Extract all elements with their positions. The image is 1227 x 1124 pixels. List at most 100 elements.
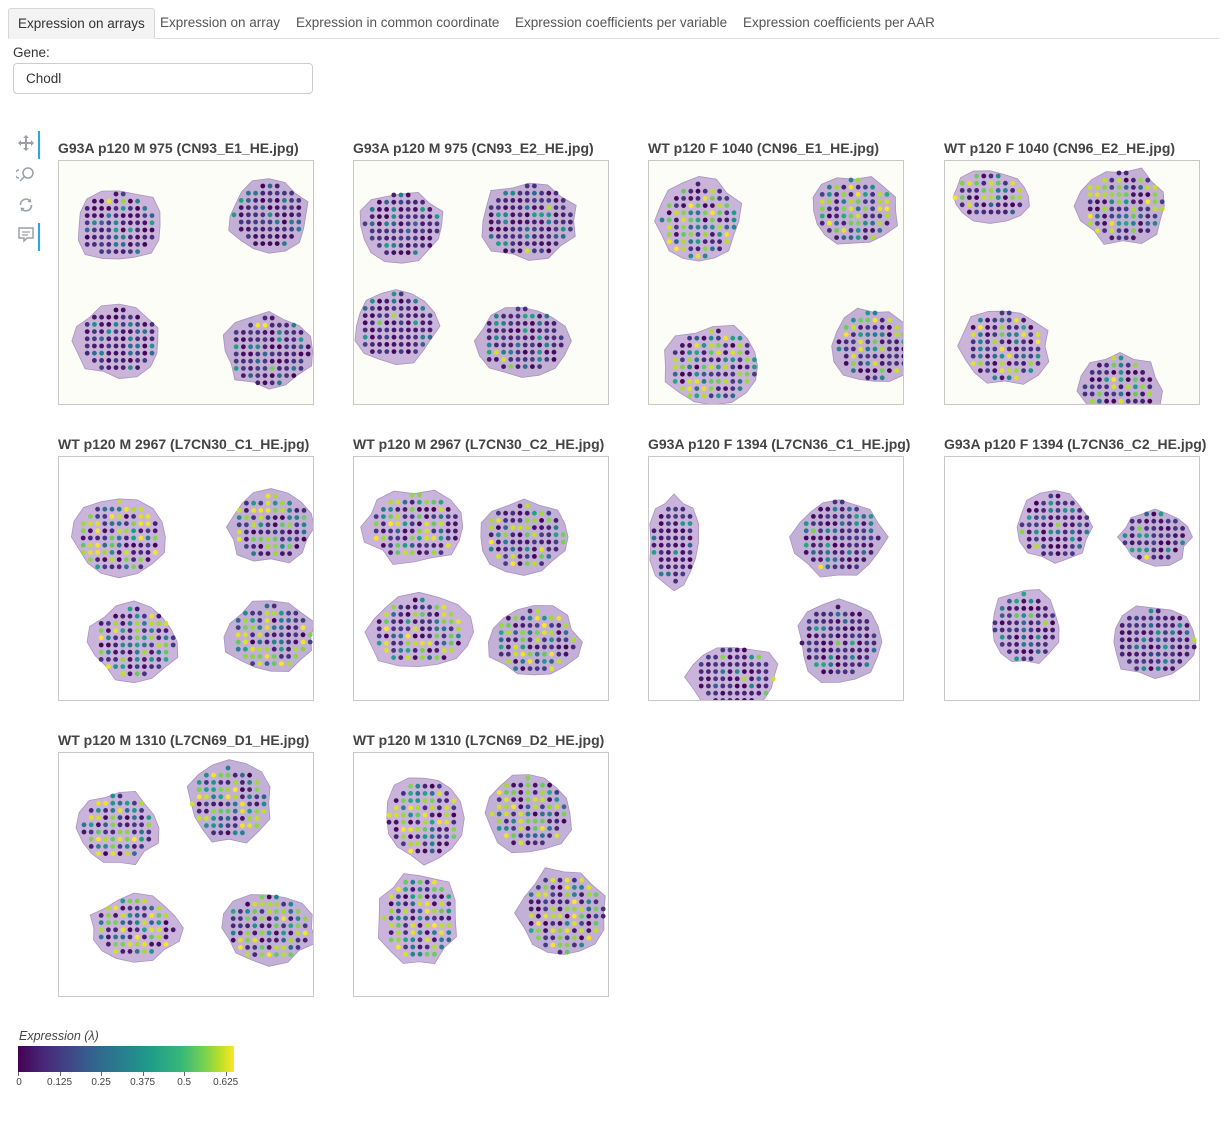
- expression-spot: [279, 639, 284, 645]
- expression-spot: [252, 901, 258, 907]
- expression-spot: [1184, 637, 1190, 643]
- expression-spot: [486, 342, 492, 348]
- expression-spot: [688, 253, 694, 259]
- array-plot[interactable]: [353, 752, 609, 997]
- expression-spot: [398, 235, 404, 241]
- expression-spot: [106, 198, 112, 204]
- expression-spot: [266, 930, 272, 936]
- expression-spot: [872, 310, 878, 316]
- expression-spot: [238, 930, 243, 936]
- expression-spot: [532, 183, 537, 189]
- expression-spot: [116, 542, 122, 548]
- expression-spot: [687, 521, 693, 526]
- expression-spot: [553, 190, 559, 196]
- tab-expression-on-array[interactable]: Expression on array: [160, 15, 281, 30]
- expression-spot: [737, 379, 743, 384]
- expression-spot: [872, 339, 878, 345]
- expression-spot: [117, 844, 123, 849]
- expression-spot: [727, 690, 733, 696]
- tab-expression-in-common-coordinate[interactable]: Expression in common coordinate: [296, 15, 500, 30]
- expression-spot: [1155, 644, 1161, 650]
- expression-spot: [369, 207, 375, 212]
- expression-spot: [246, 198, 251, 203]
- array-plot[interactable]: [944, 160, 1200, 405]
- expression-spot: [289, 190, 294, 196]
- expression-spot: [992, 325, 998, 330]
- tab-expression-on-arrays[interactable]: Expression on arrays: [8, 8, 155, 39]
- pan-icon[interactable]: [14, 130, 40, 159]
- expression-spot: [863, 235, 868, 240]
- expression-spot: [132, 851, 137, 856]
- array-plot[interactable]: [58, 456, 314, 701]
- expression-spot: [713, 698, 718, 700]
- array-plot[interactable]: [353, 456, 609, 701]
- expression-spot: [992, 353, 998, 359]
- wheel-zoom-icon[interactable]: [14, 162, 38, 188]
- expression-spot: [818, 557, 823, 562]
- expression-spot: [1055, 551, 1061, 556]
- expression-spot: [666, 542, 671, 548]
- expression-spot: [402, 528, 408, 534]
- expression-spot: [384, 207, 389, 212]
- expression-spot: [250, 639, 256, 645]
- hover-icon[interactable]: [14, 222, 40, 251]
- expression-spot: [1006, 339, 1012, 345]
- expression-spot: [1048, 493, 1054, 499]
- expression-spot: [156, 927, 162, 933]
- expression-spot: [98, 642, 104, 648]
- expression-spot: [806, 655, 812, 660]
- expression-spot: [241, 344, 246, 350]
- tab-expression-coefficients-per-variable[interactable]: Expression coefficients per variable: [515, 15, 728, 30]
- expression-spot: [730, 379, 736, 384]
- expression-spot: [673, 514, 678, 519]
- expression-spot: [271, 610, 277, 616]
- expression-spot: [522, 313, 528, 319]
- expression-spot: [370, 313, 375, 318]
- expression-spot: [1173, 533, 1178, 538]
- expression-spot: [1177, 637, 1183, 643]
- expression-spot: [496, 219, 501, 225]
- expression-spot: [142, 329, 148, 334]
- expression-spot: [287, 544, 292, 549]
- expression-spot: [422, 783, 428, 789]
- expression-spot: [560, 539, 566, 545]
- expression-spot: [560, 205, 566, 210]
- array-plot[interactable]: [58, 160, 314, 405]
- expression-spot: [731, 210, 737, 216]
- expression-spot: [1070, 551, 1075, 556]
- tab-expression-coefficients-per-aar[interactable]: Expression coefficients per AAR: [743, 15, 935, 30]
- expression-spot: [695, 239, 701, 244]
- expression-spot: [149, 905, 154, 911]
- expression-spot: [362, 306, 368, 311]
- expression-spot: [370, 298, 375, 304]
- reset-icon[interactable]: [14, 192, 38, 218]
- expression-spot: [1014, 620, 1019, 626]
- expression-spot: [295, 916, 301, 921]
- expression-spot: [96, 844, 101, 849]
- expression-spot: [818, 521, 823, 526]
- expression-spot: [99, 206, 104, 211]
- expression-spot: [1163, 659, 1168, 664]
- expression-spot: [847, 550, 852, 555]
- array-plot[interactable]: [353, 160, 609, 405]
- gene-input[interactable]: [13, 63, 313, 94]
- expression-spot: [524, 518, 530, 523]
- array-plot[interactable]: [944, 456, 1200, 701]
- expression-spot: [145, 535, 151, 541]
- expression-spot: [429, 798, 435, 803]
- expression-spot: [593, 892, 599, 897]
- expression-spot: [504, 826, 509, 831]
- array-plot[interactable]: [648, 160, 904, 405]
- array-plot[interactable]: [58, 752, 314, 997]
- expression-spot: [1089, 370, 1095, 375]
- expression-spot: [109, 506, 115, 512]
- expression-spot: [528, 921, 534, 926]
- expression-spot: [992, 620, 998, 626]
- expression-spot: [262, 337, 268, 342]
- array-plot[interactable]: [648, 456, 904, 701]
- expression-spot: [110, 851, 116, 856]
- expression-spot: [737, 371, 743, 377]
- expression-spot: [272, 529, 278, 535]
- expression-spot: [651, 528, 657, 534]
- expression-spot: [444, 812, 449, 818]
